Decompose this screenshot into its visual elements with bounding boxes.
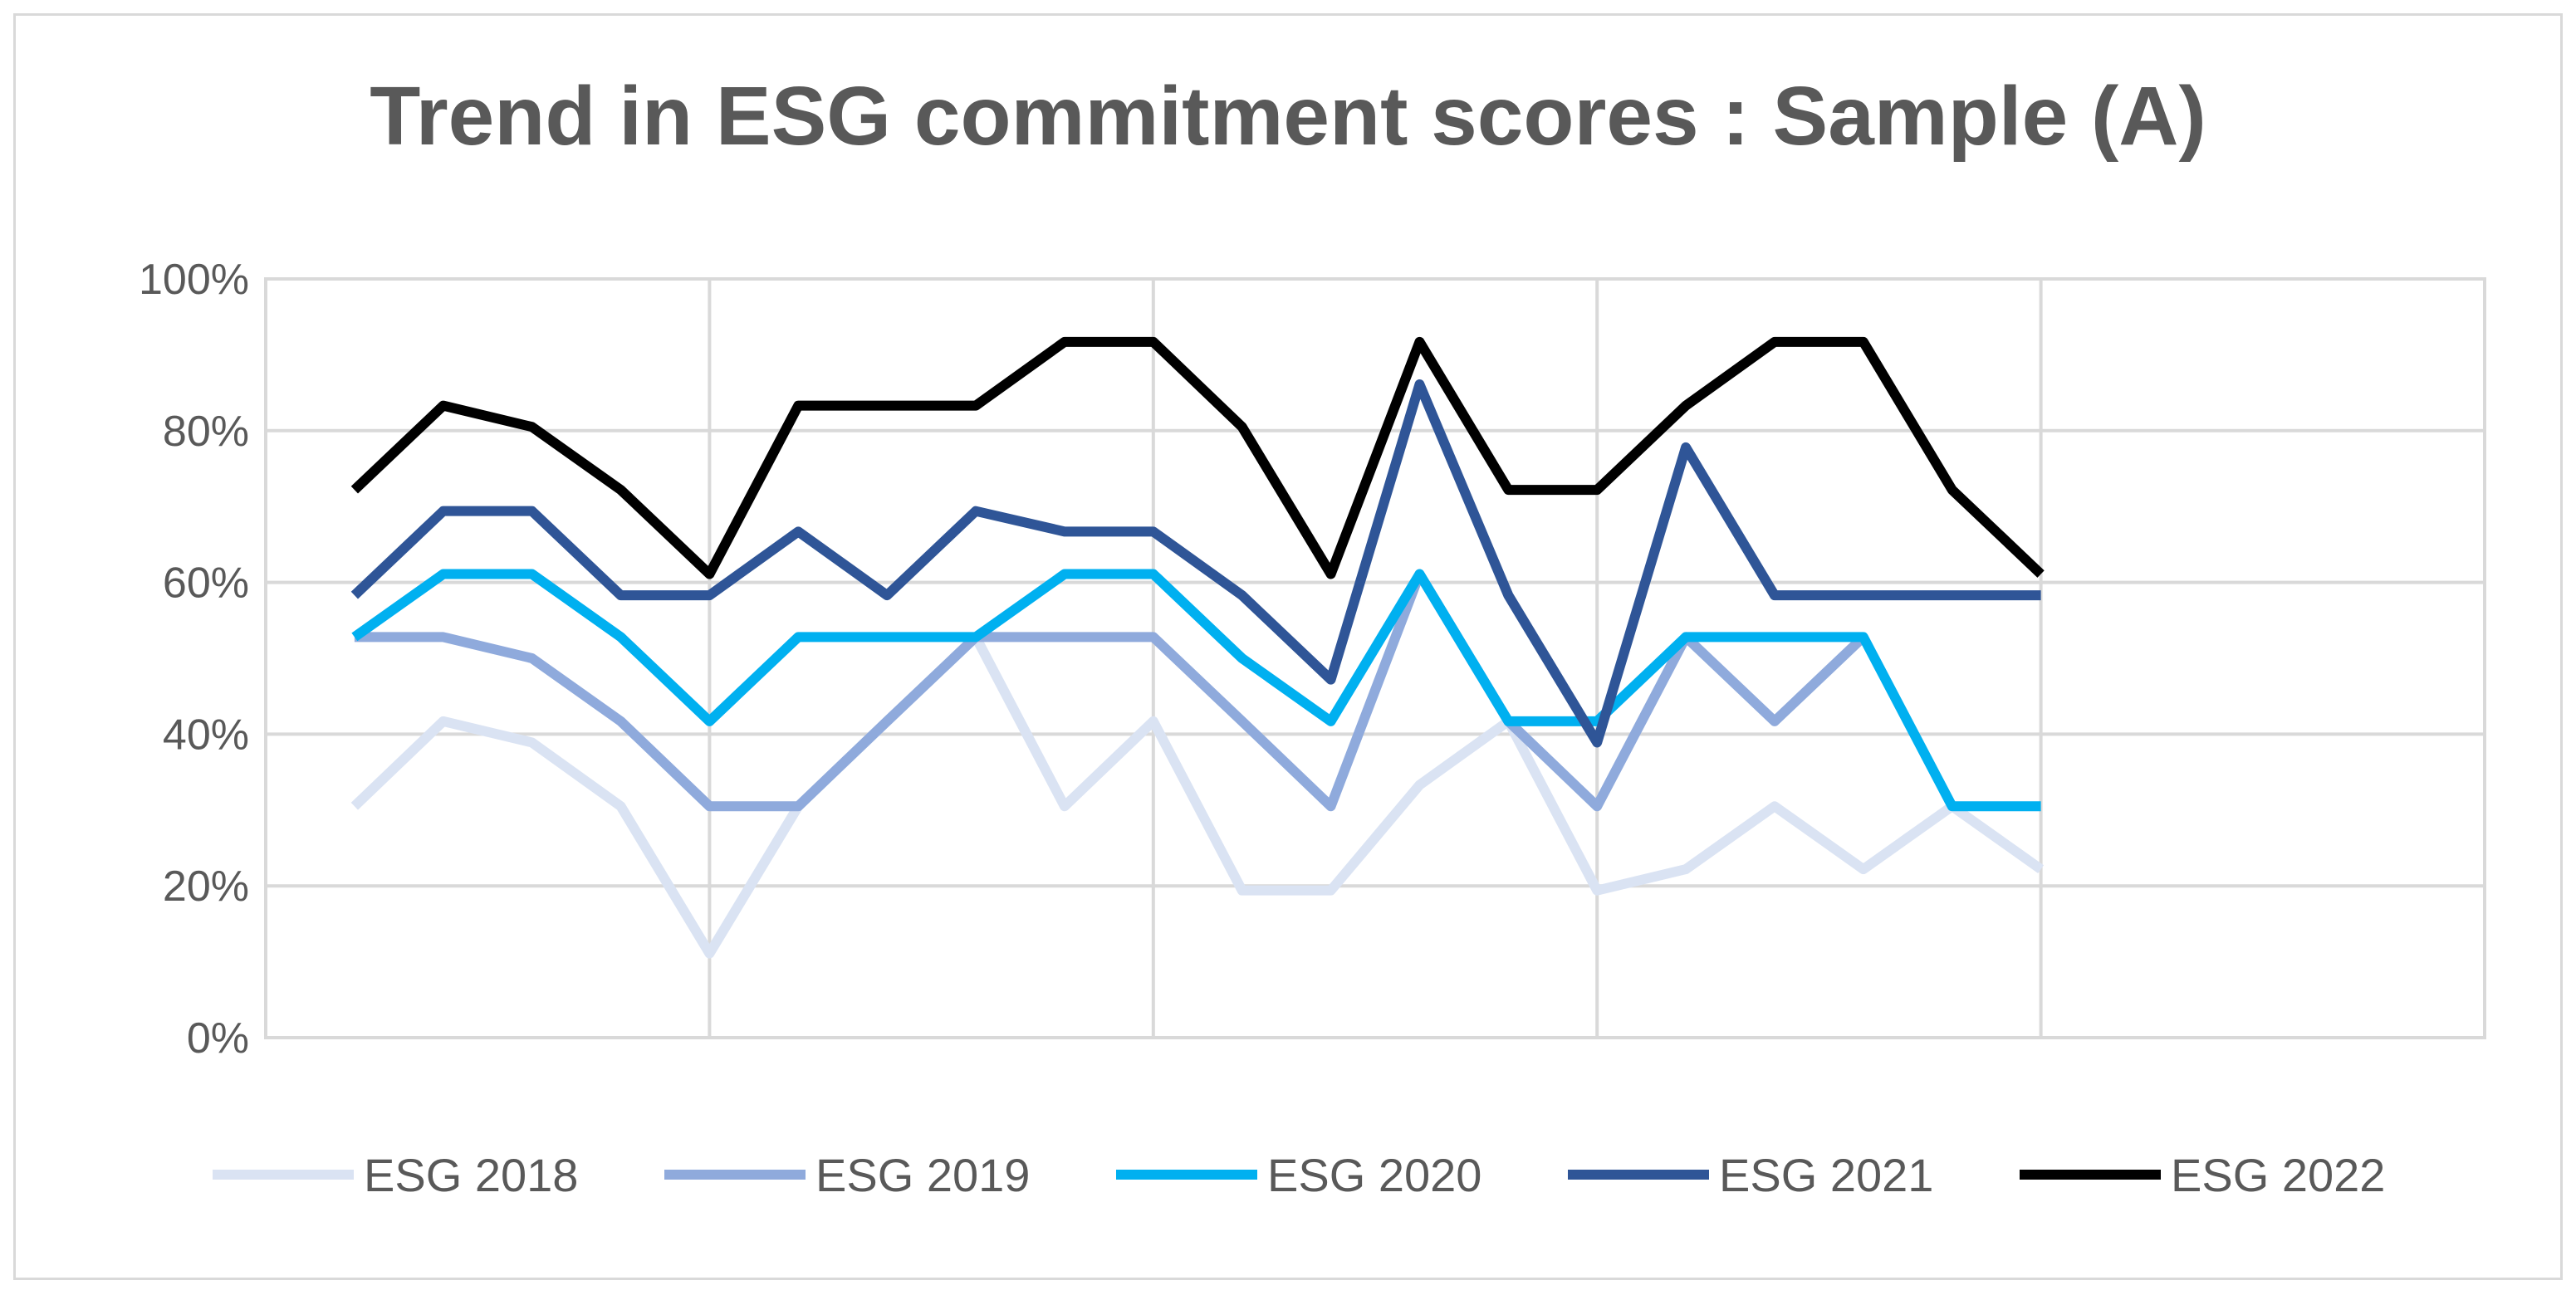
y-tick-label: 100% xyxy=(139,256,249,304)
legend-label-esg-2021: ESG 2021 xyxy=(1719,1149,1933,1201)
legend-label-esg-2019: ESG 2019 xyxy=(815,1149,1030,1201)
legend-label-esg-2022: ESG 2022 xyxy=(2171,1149,2385,1201)
y-tick-label: 80% xyxy=(163,408,249,456)
legend-label-esg-2020: ESG 2020 xyxy=(1267,1149,1481,1201)
series-line-esg-2020 xyxy=(351,569,2041,812)
y-tick-label: 0% xyxy=(187,1014,249,1063)
series-line-esg-2019 xyxy=(354,569,1867,812)
series-line-esg-2022 xyxy=(350,336,2045,579)
series-lines xyxy=(350,336,2045,959)
y-axis-tick-labels: 0% 20% 40% 60% 80% 100% xyxy=(139,256,249,1063)
y-tick-label: 40% xyxy=(163,711,249,759)
plot-area-border xyxy=(264,277,2486,1039)
horizontal-gridlines xyxy=(266,277,2485,1039)
vertical-gridlines xyxy=(708,279,2486,1038)
series-line-esg-2021 xyxy=(350,379,2041,748)
series-line-esg-2018 xyxy=(350,632,2045,959)
legend-label-esg-2018: ESG 2018 xyxy=(364,1149,578,1201)
legend: ESG 2018 ESG 2019 ESG 2020 ESG 2021 ESG 2022 xyxy=(213,1149,2385,1201)
y-tick-label: 20% xyxy=(163,863,249,911)
y-tick-label: 60% xyxy=(163,560,249,608)
chart-frame xyxy=(13,13,2563,1280)
chart-title: Trend in ESG commitment scores : Sample … xyxy=(370,70,2206,163)
